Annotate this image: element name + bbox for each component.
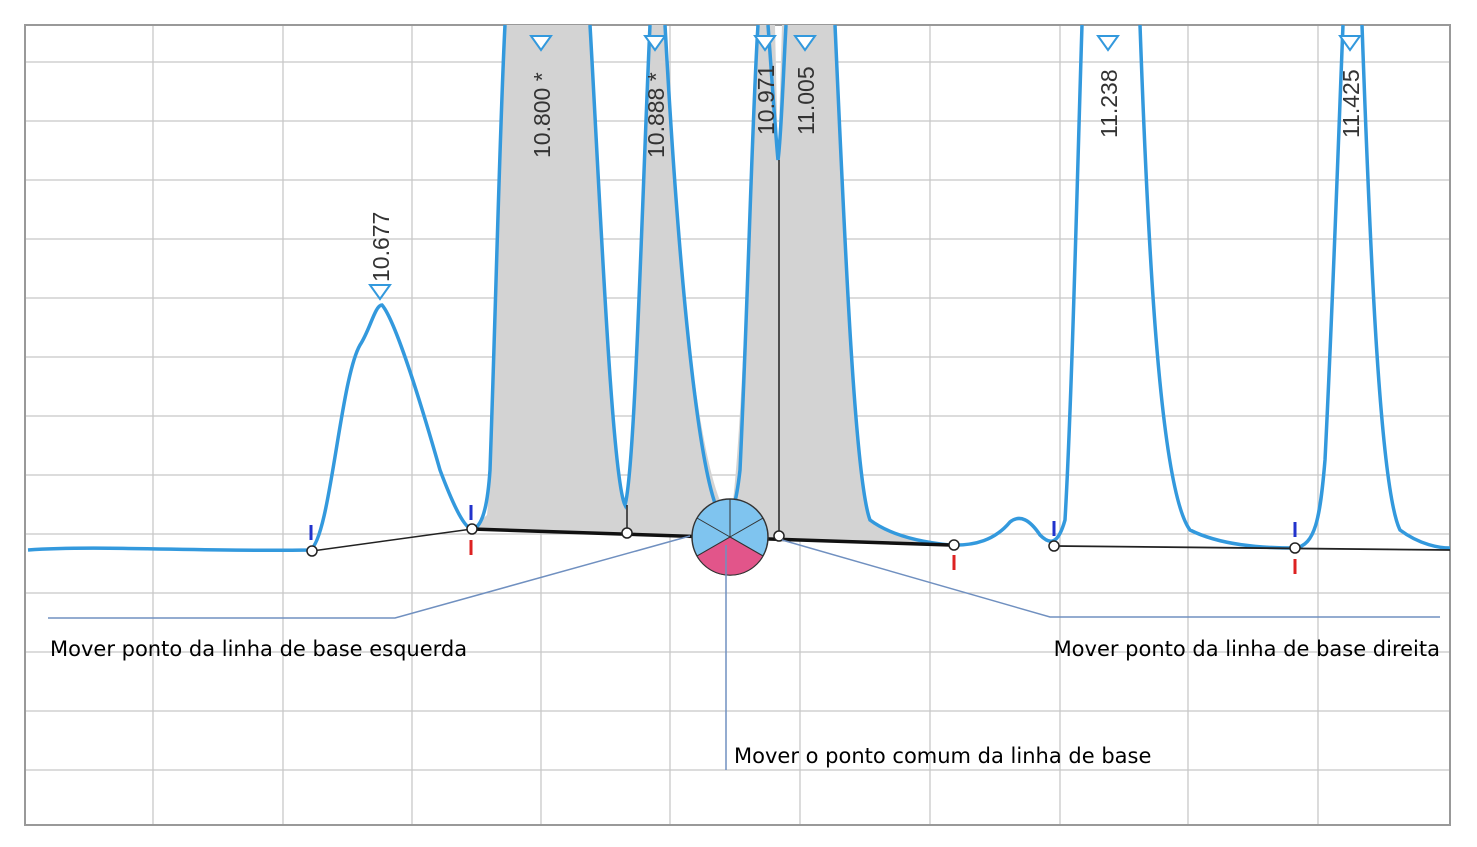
peak-markers (368, 35, 1362, 301)
baseline-points[interactable] (306, 523, 1301, 557)
peak-label: 10.677 (368, 212, 394, 282)
baseline-markers (309, 505, 1297, 574)
plot-frame (24, 24, 1451, 826)
peak-label: 10.888 * (643, 72, 669, 158)
peak-labels: 10.677 10.800 * 10.888 * 10.971 11.005 1… (368, 65, 1364, 282)
peak-label: 11.005 (793, 66, 819, 135)
annotation: Mover ponto da linha de base direita (1054, 637, 1440, 661)
annotation: Mover o ponto comum da linha de base (734, 744, 1151, 768)
peak-label: 10.971 (753, 65, 779, 135)
annotation: Mover ponto da linha de base esquerda (50, 637, 467, 661)
callout-lines (48, 535, 1440, 770)
peak-label: 11.425 (1338, 69, 1364, 138)
common-point-handle[interactable] (691, 498, 769, 576)
peak-label: 10.800 * (529, 72, 555, 158)
integrated-area (472, 25, 950, 545)
peak-label: 11.238 (1096, 69, 1122, 138)
